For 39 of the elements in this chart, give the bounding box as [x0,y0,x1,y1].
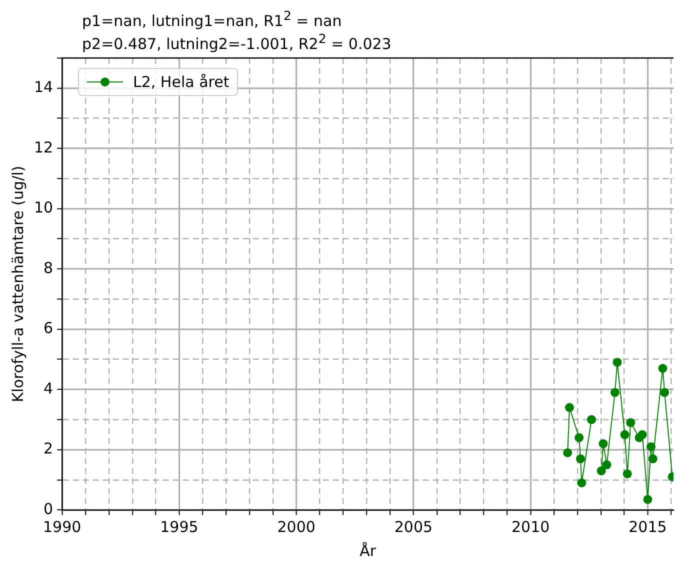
y-tick-label: 12 [34,138,54,156]
y-tick-label: 10 [34,198,54,217]
y-axis-title: Klorofyll-a vattenhämtare (ug/l) [8,166,27,402]
chart-title: p1=nan, lutning1=nan, R1$^{2}$ = nan [82,8,342,30]
point [564,403,574,412]
y-tick-label: 4 [44,379,54,398]
point [598,439,608,448]
chart-subtitle: p2=0.487, lutning2=-1.001, R2$^{2}$ = 0.023 [82,31,392,53]
point [596,466,606,476]
point [574,433,584,442]
point [577,478,586,488]
point [658,364,668,373]
x-tick-label: 2005 [394,518,433,536]
point [576,454,585,464]
y-tick-label: 6 [44,319,54,338]
point [638,430,647,440]
x-tick-label: 1995 [160,518,198,536]
point [643,494,652,504]
y-tick-label: 2 [44,440,54,458]
point [626,418,636,428]
point [563,448,572,458]
point [612,358,622,367]
x-axis-title: År [360,542,377,560]
point [602,460,612,470]
point [610,388,620,397]
x-tick-label: 2015 [628,518,667,536]
y-tick-label: 8 [44,258,54,277]
x-tick-label: 2010 [512,518,550,536]
y-tick-label: 0 [44,500,54,518]
point [660,388,670,397]
x-tick-label: 2000 [277,518,316,536]
point [587,415,596,424]
point [646,442,656,452]
x-tick-label: 1990 [42,518,82,536]
legend-label: L2, Hela året [133,73,230,91]
y-tick-label: 14 [34,78,54,96]
point [648,454,658,464]
point [620,430,630,440]
point [622,469,632,478]
